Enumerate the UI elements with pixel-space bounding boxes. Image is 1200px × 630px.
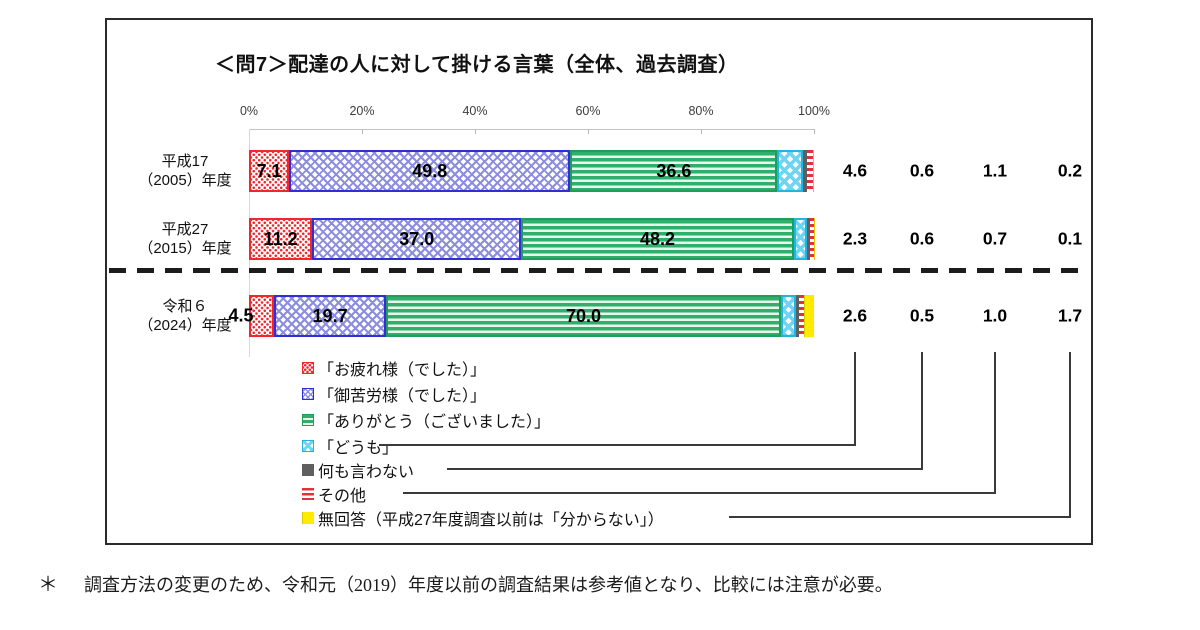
legend-item-other: その他 — [302, 484, 367, 505]
row-label-2015: 平成27 （2015）年度 — [125, 220, 245, 258]
legend-item-say-nothing: 何も言わない — [302, 460, 415, 481]
footnote: ＊ 調査方法の変更のため、令和元（2019）年度以前の調査結果は参考値となり、比較… — [38, 568, 893, 597]
legend-label: 「御苦労様（でした）」 — [318, 388, 487, 405]
row-label-year: （2024）年度 — [138, 317, 232, 334]
legend-swatch-otsukaresama-icon — [302, 362, 314, 374]
legend-label: 「どうも」 — [318, 440, 399, 457]
x-axis-tick-label: 100% — [798, 104, 830, 118]
legend-swatch-doumo-icon — [302, 440, 314, 452]
bar-segment-no-answer — [814, 218, 815, 260]
bar-segment-doumo — [793, 218, 807, 260]
bar-segment-no-answer — [804, 295, 814, 337]
legend-leader-lines — [379, 352, 1071, 518]
legend-item-no-answer: 無回答（平成27年度調査以前は「分からない」） — [302, 508, 664, 529]
bar-segment-say-nothing — [806, 218, 811, 260]
legend-label: 「ありがとう（ございました）」 — [318, 414, 551, 431]
bar-segment-other — [810, 218, 814, 260]
row-label-era: 平成27 — [161, 221, 209, 238]
bar-segment-gokurousama: 37.0 — [312, 218, 522, 260]
bar-segment-other — [798, 295, 805, 337]
chart-title: ＜問7＞配達の人に対して掛ける言葉（全体、過去調査） — [215, 54, 739, 76]
value-label-say-nothing: 0.5 — [909, 305, 935, 326]
row-label-era: 令和６ — [162, 298, 208, 315]
chart-frame: ＜問7＞配達の人に対して掛ける言葉（全体、過去調査） 0% 20% 40% 60% 80… — [105, 18, 1093, 545]
bar-segment-gokurousama: 49.8 — [289, 150, 571, 192]
bar-track-2005: 7.1 49.8 36.6 — [249, 150, 814, 192]
x-axis-tick-label: 40% — [462, 104, 488, 118]
legend-item-arigatou: 「ありがとう（ございました）」 — [302, 410, 551, 431]
x-axis-tick-mark — [814, 129, 815, 134]
legend-label: 何も言わない — [318, 464, 415, 481]
row-label-era: 平成17 — [161, 153, 209, 170]
value-label-say-nothing: 0.6 — [909, 228, 935, 249]
value-label-other: 1.0 — [982, 305, 1008, 326]
bar-row-2024: 令和６ （2024）年度 19.7 70.0 4.5 2.6 0.5 1.0 1.7 — [107, 295, 1091, 337]
bar-segment-say-nothing — [795, 295, 799, 337]
value-label-no-answer: 0.2 — [1057, 160, 1083, 181]
value-label-no-answer: 0.1 — [1057, 228, 1083, 249]
value-label-other: 0.7 — [982, 228, 1008, 249]
bar-segment-other — [806, 150, 813, 192]
bar-segment-otsukaresama — [249, 295, 275, 337]
bar-segment-doumo — [781, 295, 796, 337]
value-label-no-answer: 1.7 — [1057, 305, 1083, 326]
bar-segment-gokurousama: 19.7 — [274, 295, 386, 337]
value-label-say-nothing: 0.6 — [909, 160, 935, 181]
value-label-outside: 4.5 — [228, 305, 254, 326]
value-label-other: 1.1 — [982, 160, 1008, 181]
legend-label: 「お疲れ様（でした）」 — [318, 362, 487, 379]
x-axis-tick-label: 80% — [688, 104, 714, 118]
footnote-asterisk: ＊ — [38, 574, 58, 596]
dashed-separator — [109, 268, 1089, 273]
bar-segment-otsukaresama: 7.1 — [249, 150, 290, 192]
row-label-year: （2005）年度 — [138, 172, 232, 189]
row-label-2005: 平成17 （2005）年度 — [125, 152, 245, 190]
legend-label: 無回答（平成27年度調査以前は「分からない」） — [318, 512, 664, 529]
x-axis-tick-mark — [362, 129, 363, 134]
x-axis-tick-label: 20% — [349, 104, 375, 118]
legend-swatch-say-nothing-icon — [302, 464, 314, 476]
value-label-doumo: 2.3 — [842, 228, 868, 249]
legend-item-gokurousama: 「御苦労様（でした）」 — [302, 384, 487, 405]
bar-segment-arigatou: 70.0 — [385, 295, 782, 337]
bar-row-2015: 平成27 （2015）年度 11.2 37.0 48.2 2.3 0.6 0.7 0.1 — [107, 218, 1091, 260]
bar-row-2005: 平成17 （2005）年度 7.1 49.8 36.6 4.6 0.6 1.1 0.2 — [107, 150, 1091, 192]
legend-swatch-arigatou-icon — [302, 414, 314, 426]
row-label-year: （2015）年度 — [138, 240, 232, 257]
bar-segment-arigatou: 36.6 — [570, 150, 778, 192]
bar-segment-otsukaresama: 11.2 — [249, 218, 313, 260]
bar-segment-say-nothing — [803, 150, 807, 192]
bar-segment-doumo — [777, 150, 804, 192]
x-axis-tick-mark — [588, 129, 589, 134]
legend-item-otsukaresama: 「お疲れ様（でした）」 — [302, 358, 487, 379]
footnote-text: 調査方法の変更のため、令和元（2019）年度以前の調査結果は参考値となり、比較に… — [84, 575, 893, 595]
value-label-doumo: 4.6 — [842, 160, 868, 181]
bar-segment-no-answer — [812, 150, 814, 192]
legend-swatch-gokurousama-icon — [302, 388, 314, 400]
x-axis-line — [249, 129, 815, 130]
x-axis-tick-label: 60% — [575, 104, 601, 118]
x-axis-tick-label: 0% — [239, 104, 259, 118]
legend-label: その他 — [318, 488, 367, 505]
x-axis-tick-mark — [701, 129, 702, 134]
row-label-2024: 令和６ （2024）年度 — [125, 297, 245, 335]
value-label-doumo: 2.6 — [842, 305, 868, 326]
legend-swatch-other-icon — [302, 488, 314, 500]
x-axis-tick-mark — [475, 129, 476, 134]
legend-item-doumo: 「どうも」 — [302, 436, 399, 457]
legend-swatch-no-answer-icon — [302, 512, 314, 524]
bar-track-2015: 11.2 37.0 48.2 — [249, 218, 815, 260]
bar-segment-arigatou: 48.2 — [521, 218, 794, 260]
bar-track-2024: 19.7 70.0 — [249, 295, 814, 337]
